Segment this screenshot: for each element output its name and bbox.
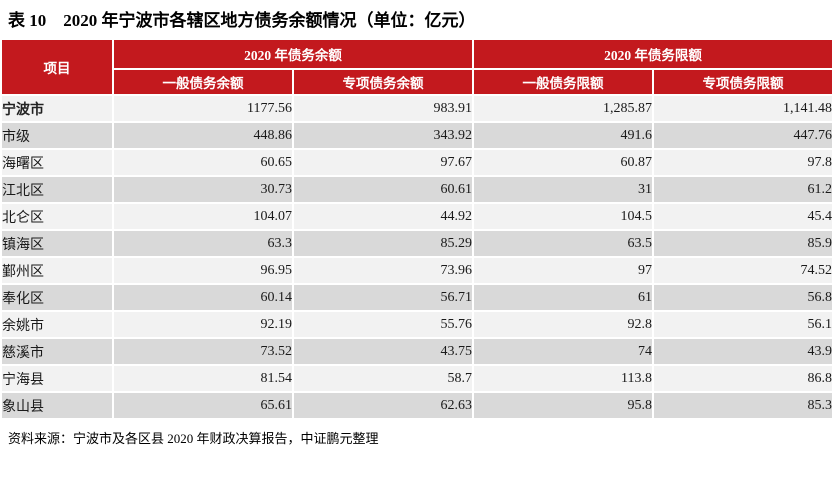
special-limit-cell: 56.1 [654, 312, 832, 337]
general-limit-cell: 104.5 [474, 204, 652, 229]
general-balance-cell: 63.3 [114, 231, 292, 256]
special-balance-cell: 983.91 [294, 96, 472, 121]
row-label: 余姚市 [2, 312, 112, 337]
table-row: 镇海区 63.3 85.29 63.5 85.9 [2, 231, 832, 256]
general-limit-cell: 95.8 [474, 393, 652, 418]
special-balance-cell: 85.29 [294, 231, 472, 256]
row-label: 海曙区 [2, 150, 112, 175]
special-limit-cell: 447.76 [654, 123, 832, 148]
group-header-limit: 2020 年债务限额 [474, 40, 832, 68]
special-limit-cell: 56.8 [654, 285, 832, 310]
row-label: 镇海区 [2, 231, 112, 256]
general-balance-cell: 60.65 [114, 150, 292, 175]
sub-header-row: 一般债务余额 专项债务余额 一般债务限额 专项债务限额 [2, 70, 832, 94]
corner-header-cell: 项目 [2, 40, 112, 94]
general-balance-cell: 1177.56 [114, 96, 292, 121]
special-balance-cell: 44.92 [294, 204, 472, 229]
general-balance-cell: 30.73 [114, 177, 292, 202]
general-balance-cell: 448.86 [114, 123, 292, 148]
general-limit-cell: 491.6 [474, 123, 652, 148]
general-limit-cell: 60.87 [474, 150, 652, 175]
row-label: 象山县 [2, 393, 112, 418]
special-limit-cell: 43.9 [654, 339, 832, 364]
special-limit-cell: 74.52 [654, 258, 832, 283]
special-limit-cell: 85.3 [654, 393, 832, 418]
general-limit-cell: 31 [474, 177, 652, 202]
general-limit-cell: 97 [474, 258, 652, 283]
group-header-balance: 2020 年债务余额 [114, 40, 472, 68]
row-label: 宁海县 [2, 366, 112, 391]
general-limit-cell: 92.8 [474, 312, 652, 337]
sub-header-special-balance: 专项债务余额 [294, 70, 472, 94]
general-balance-cell: 73.52 [114, 339, 292, 364]
table-row: 海曙区 60.65 97.67 60.87 97.8 [2, 150, 832, 175]
special-balance-cell: 60.61 [294, 177, 472, 202]
special-balance-cell: 97.67 [294, 150, 472, 175]
special-balance-cell: 55.76 [294, 312, 472, 337]
special-balance-cell: 43.75 [294, 339, 472, 364]
table-body: 宁波市 1177.56 983.91 1,285.87 1,141.48 市级 … [2, 96, 832, 418]
row-label: 宁波市 [2, 96, 112, 121]
table-row: 慈溪市 73.52 43.75 74 43.9 [2, 339, 832, 364]
table-row: 市级 448.86 343.92 491.6 447.76 [2, 123, 832, 148]
special-limit-cell: 61.2 [654, 177, 832, 202]
general-limit-cell: 113.8 [474, 366, 652, 391]
source-note: 资料来源：宁波市及各区县 2020 年财政决算报告，中证鹏元整理 [8, 431, 379, 446]
debt-table: 项目 2020 年债务余额 2020 年债务限额 一般债务余额 专项债务余额 一… [0, 38, 834, 420]
general-limit-cell: 63.5 [474, 231, 652, 256]
sub-header-special-limit: 专项债务限额 [654, 70, 832, 94]
table-row: 宁波市 1177.56 983.91 1,285.87 1,141.48 [2, 96, 832, 121]
table-row: 余姚市 92.19 55.76 92.8 56.1 [2, 312, 832, 337]
special-limit-cell: 1,141.48 [654, 96, 832, 121]
general-balance-cell: 92.19 [114, 312, 292, 337]
general-balance-cell: 104.07 [114, 204, 292, 229]
general-limit-cell: 74 [474, 339, 652, 364]
sub-header-general-limit: 一般债务限额 [474, 70, 652, 94]
general-limit-cell: 61 [474, 285, 652, 310]
special-balance-cell: 343.92 [294, 123, 472, 148]
row-label: 北仑区 [2, 204, 112, 229]
table-header: 项目 2020 年债务余额 2020 年债务限额 一般债务余额 专项债务余额 一… [2, 40, 832, 94]
special-balance-cell: 58.7 [294, 366, 472, 391]
general-balance-cell: 96.95 [114, 258, 292, 283]
special-balance-cell: 73.96 [294, 258, 472, 283]
table-row: 北仑区 104.07 44.92 104.5 45.4 [2, 204, 832, 229]
general-limit-cell: 1,285.87 [474, 96, 652, 121]
special-limit-cell: 45.4 [654, 204, 832, 229]
row-label: 慈溪市 [2, 339, 112, 364]
special-limit-cell: 86.8 [654, 366, 832, 391]
group-header-row: 项目 2020 年债务余额 2020 年债务限额 [2, 40, 832, 94]
special-balance-cell: 56.71 [294, 285, 472, 310]
row-label: 鄞州区 [2, 258, 112, 283]
row-label: 市级 [2, 123, 112, 148]
table-row: 江北区 30.73 60.61 31 61.2 [2, 177, 832, 202]
special-balance-cell: 62.63 [294, 393, 472, 418]
general-balance-cell: 65.61 [114, 393, 292, 418]
special-limit-cell: 97.8 [654, 150, 832, 175]
row-label: 江北区 [2, 177, 112, 202]
sub-header-general-balance: 一般债务余额 [114, 70, 292, 94]
special-limit-cell: 85.9 [654, 231, 832, 256]
general-balance-cell: 60.14 [114, 285, 292, 310]
general-balance-cell: 81.54 [114, 366, 292, 391]
table-row: 鄞州区 96.95 73.96 97 74.52 [2, 258, 832, 283]
page-title: 表 10 2020 年宁波市各辖区地方债务余额情况（单位：亿元） [8, 11, 476, 30]
table-row: 象山县 65.61 62.63 95.8 85.3 [2, 393, 832, 418]
table-row: 宁海县 81.54 58.7 113.8 86.8 [2, 366, 832, 391]
row-label: 奉化区 [2, 285, 112, 310]
table-row: 奉化区 60.14 56.71 61 56.8 [2, 285, 832, 310]
